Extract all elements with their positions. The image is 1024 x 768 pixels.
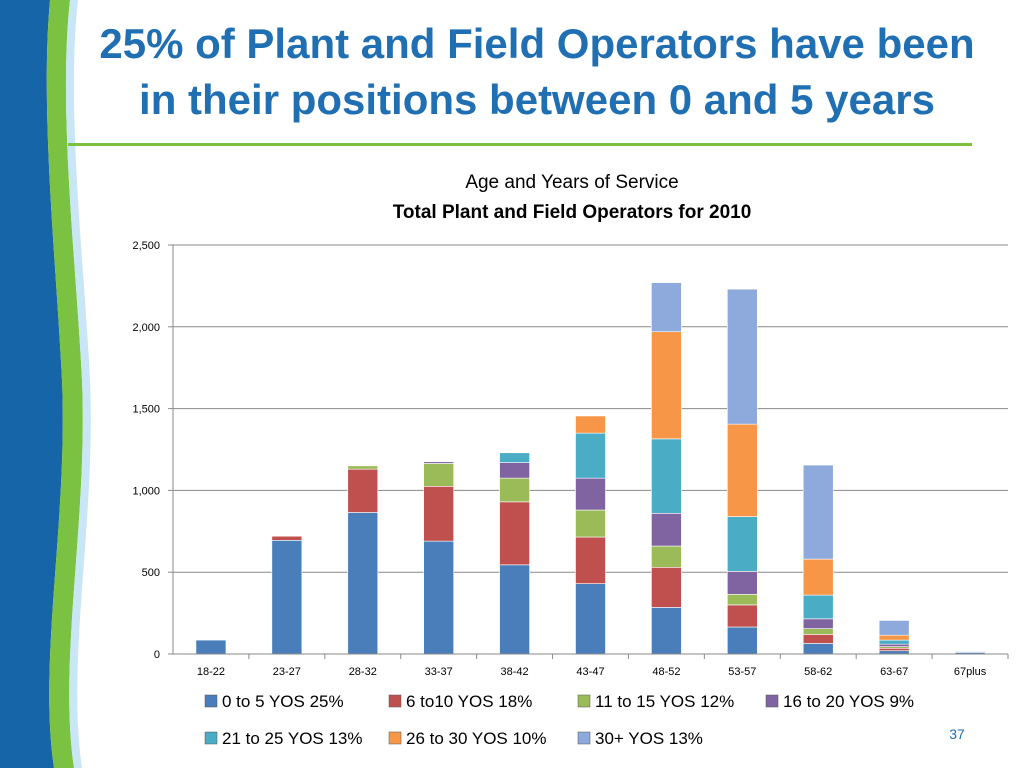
legend-label: 16 to 20 YOS 9%: [783, 692, 914, 711]
bar-segment: [727, 626, 758, 655]
x-tick-label: 58-62: [804, 666, 832, 678]
bar-segment: [423, 463, 454, 487]
bar-segment: [727, 604, 758, 628]
bar-segment: [423, 461, 454, 464]
y-tick-label: 2,000: [132, 322, 160, 334]
bar-segment: [878, 639, 910, 645]
legend-swatch: [204, 694, 218, 708]
y-tick-label: 1,000: [132, 485, 160, 497]
bar-segment: [802, 618, 834, 629]
bar-segment: [575, 536, 606, 584]
legend-swatch: [388, 694, 402, 708]
x-tick-label: 43-47: [576, 666, 604, 678]
bar-segment: [651, 438, 682, 514]
x-tick-label: 28-32: [349, 666, 377, 678]
bar-segment: [878, 634, 910, 641]
bar-segment: [575, 415, 606, 434]
bar-segment: [271, 535, 303, 541]
bar-segment: [195, 639, 227, 655]
x-tick-label: 53-57: [728, 666, 756, 678]
title-divider: [68, 143, 972, 146]
x-tick-label: 18-22: [197, 666, 225, 678]
bar-segment: [499, 452, 530, 463]
bar-segment: [727, 516, 758, 572]
bar-segment: [423, 486, 454, 542]
x-tick-label: 67plus: [954, 666, 987, 678]
legend-label: 26 to 30 YOS 10%: [406, 729, 547, 748]
bar-segment: [727, 571, 758, 595]
legend-swatch: [204, 731, 218, 745]
slide-title-line-2: in their positions between 0 and 5 years: [139, 76, 935, 123]
x-tick-label: 23-27: [273, 666, 301, 678]
y-tick-label: 1,500: [132, 404, 160, 416]
bar-segment: [271, 539, 303, 655]
bar-segment: [878, 643, 910, 647]
bar-segment: [651, 282, 682, 333]
y-tick-label: 500: [142, 567, 160, 579]
bar-segment: [802, 643, 834, 655]
bar-segment: [499, 564, 530, 655]
left-decorative-band: [0, 0, 91, 768]
bar-segment: [423, 540, 454, 655]
slide-title-line-1: 25% of Plant and Field Operators have be…: [99, 20, 975, 67]
bar-segment: [802, 628, 834, 635]
x-tick-label: 63-67: [880, 666, 908, 678]
x-tick-label: 48-52: [652, 666, 680, 678]
bar-segment: [727, 593, 758, 606]
legend-swatch: [577, 694, 591, 708]
y-tick-label: 0: [154, 649, 160, 661]
bar-segment: [575, 509, 606, 538]
bars: [195, 282, 986, 655]
bar-segment: [727, 423, 758, 517]
legend-label: 30+ YOS 13%: [595, 729, 703, 748]
bar-segment: [878, 647, 910, 652]
legend-swatch: [388, 731, 402, 745]
bar-segment: [499, 462, 530, 479]
bar-segment: [651, 607, 682, 655]
bar-segment: [878, 620, 910, 636]
legend-label: 21 to 25 YOS 13%: [222, 729, 363, 748]
bar-segment: [499, 501, 530, 566]
bar-segment: [347, 465, 379, 470]
slide-title: 25% of Plant and Field Operators have be…: [50, 16, 1024, 128]
chart-subtitle: Total Plant and Field Operators for 2010: [393, 202, 752, 223]
bar-segment: [575, 432, 606, 479]
bar-segment: [802, 464, 834, 560]
axes: 0 500 1,000 1,500 2,000 2,500 18-22 23-27 28-32 3…: [132, 240, 1009, 678]
bar-segment: [802, 558, 834, 596]
legend-label: 11 to 15 YOS 12%: [595, 692, 734, 711]
bar-segment: [651, 331, 682, 440]
chart-title: Age and Years of Service: [465, 172, 678, 193]
bar-segment: [651, 566, 682, 608]
legend-label: 6 to10 YOS 18%: [406, 692, 532, 711]
bar-segment: [347, 468, 379, 513]
bar-segment: [575, 583, 606, 655]
bar-segment: [802, 594, 834, 620]
x-tick-label: 33-37: [425, 666, 453, 678]
legend-label: 0 to 5 YOS 25%: [222, 692, 344, 711]
bar-segment: [575, 477, 606, 511]
bar-segment: [954, 651, 986, 653]
bar-segment: [802, 634, 834, 644]
bar-segment: [347, 512, 379, 655]
legend-swatch: [577, 731, 591, 745]
bar-segment: [651, 545, 682, 568]
y-tick-label: 2,500: [132, 240, 160, 252]
page-number: 37: [949, 726, 965, 742]
x-tick-label: 38-42: [501, 666, 529, 678]
legend-swatch: [765, 694, 779, 708]
legend: 0 to 5 YOS 25% 6 to10 YOS 18% 11 to 15 YOS…: [204, 692, 914, 748]
bar-segment: [727, 288, 758, 425]
bar-segment: [499, 477, 530, 503]
bar-segment: [651, 513, 682, 547]
